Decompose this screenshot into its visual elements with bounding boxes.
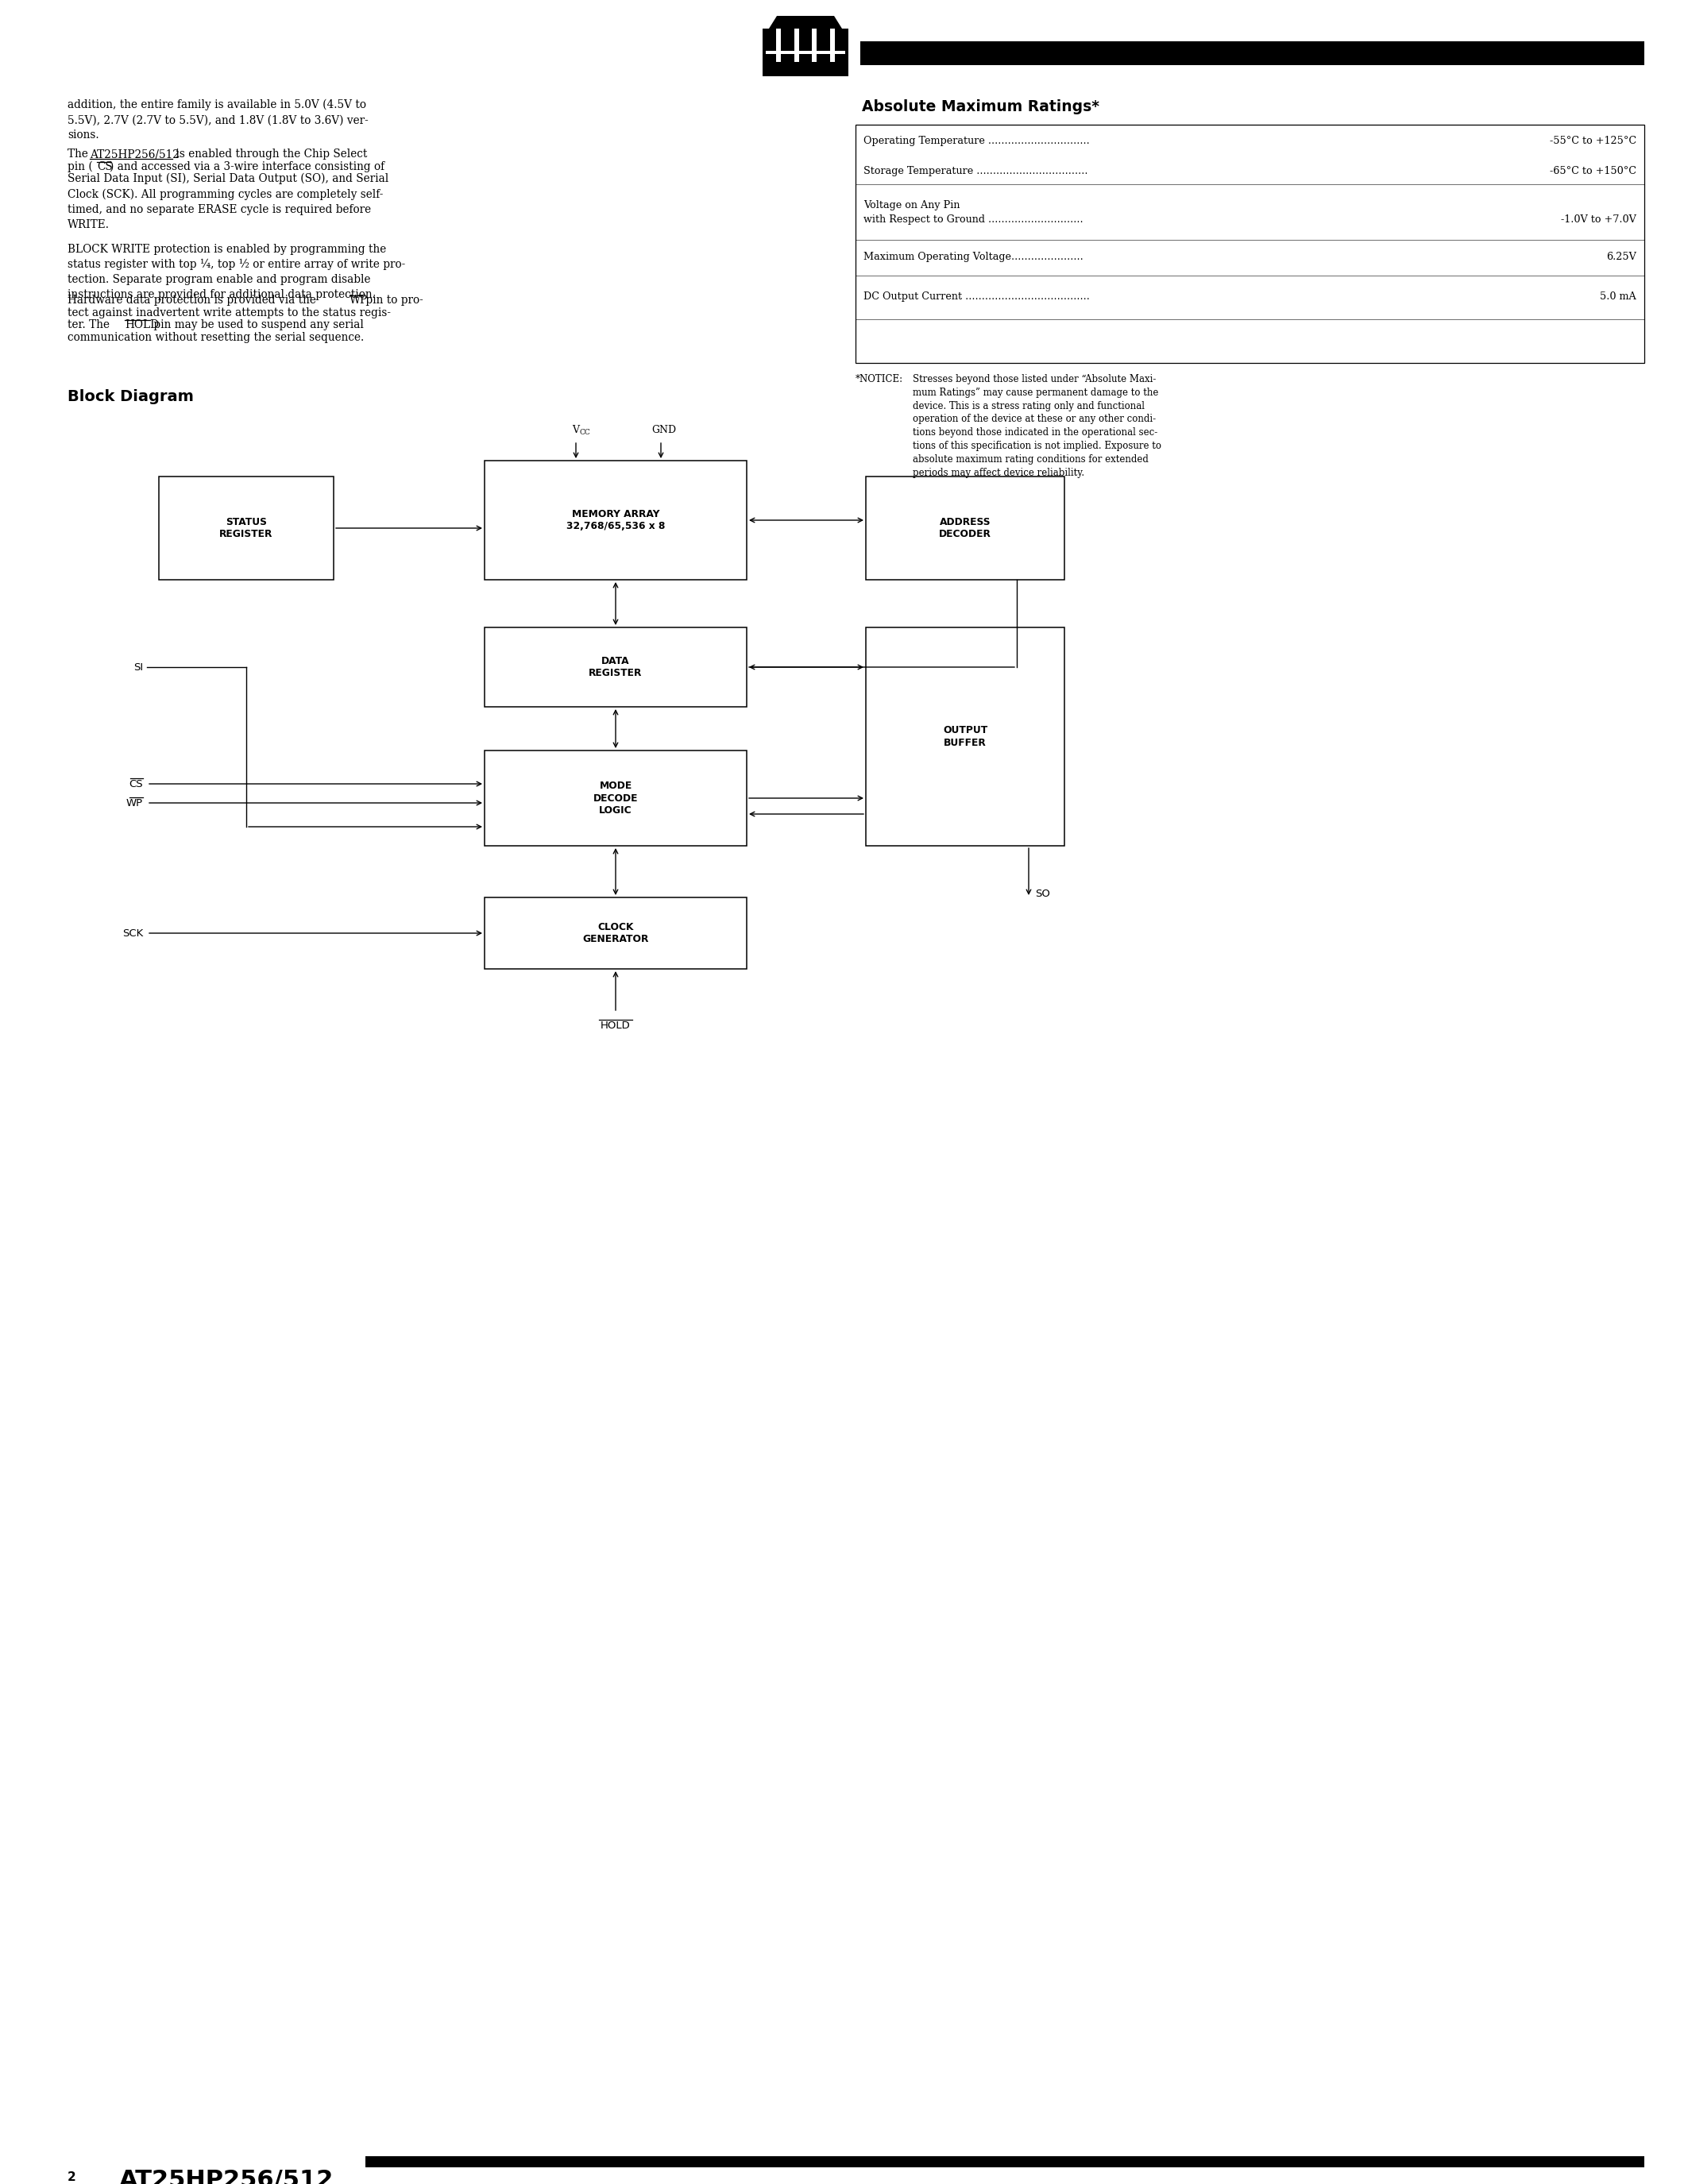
Bar — [763, 28, 849, 76]
Text: DC Output Current ......................................: DC Output Current ......................… — [864, 290, 1090, 301]
Bar — [812, 28, 817, 61]
Text: -55°C to +125°C: -55°C to +125°C — [1550, 135, 1636, 146]
Text: HOLD: HOLD — [125, 319, 159, 330]
Text: pin may be used to suspend any serial: pin may be used to suspend any serial — [150, 319, 363, 330]
Text: ter. The: ter. The — [68, 319, 113, 330]
Text: MODE
DECODE
LOGIC: MODE DECODE LOGIC — [592, 780, 638, 815]
Text: Serial Data Input (SI), Serial Data Output (SO), and Serial
Clock (SCK). All pro: Serial Data Input (SI), Serial Data Outp… — [68, 173, 388, 229]
Text: ADDRESS
DECODER: ADDRESS DECODER — [939, 518, 991, 539]
Text: GND: GND — [652, 426, 677, 435]
Text: SI: SI — [133, 662, 143, 673]
Bar — [484, 751, 746, 845]
Bar — [159, 476, 334, 579]
Text: CS: CS — [128, 780, 143, 788]
Bar — [484, 461, 746, 579]
Text: Storage Temperature ..................................: Storage Temperature ....................… — [864, 166, 1087, 177]
Text: addition, the entire family is available in 5.0V (4.5V to
5.5V), 2.7V (2.7V to 5: addition, the entire family is available… — [68, 98, 368, 140]
Text: 6.25V: 6.25V — [1607, 251, 1636, 262]
Text: WP: WP — [127, 797, 143, 808]
Text: HOLD: HOLD — [601, 1020, 631, 1031]
Bar — [766, 68, 846, 76]
Text: CLOCK
GENERATOR: CLOCK GENERATOR — [582, 922, 648, 943]
Polygon shape — [770, 15, 842, 28]
Text: CC: CC — [581, 428, 591, 437]
Bar — [793, 28, 798, 61]
Text: Block Diagram: Block Diagram — [68, 389, 194, 404]
Text: -65°C to +150°C: -65°C to +150°C — [1550, 166, 1636, 177]
Text: SCK: SCK — [122, 928, 143, 939]
Text: The: The — [68, 149, 91, 159]
Text: CS: CS — [96, 162, 113, 173]
Text: WP: WP — [349, 295, 368, 306]
Bar — [830, 28, 836, 61]
Bar — [866, 476, 1065, 579]
Text: 2: 2 — [68, 2171, 76, 2184]
Text: Voltage on Any Pin: Voltage on Any Pin — [864, 201, 960, 210]
Text: with Respect to Ground .............................: with Respect to Ground .................… — [864, 214, 1084, 225]
Text: AT25HP256/512: AT25HP256/512 — [89, 149, 179, 159]
Text: Operating Temperature ...............................: Operating Temperature ..................… — [864, 135, 1090, 146]
Bar — [484, 627, 746, 708]
Text: Hardware data protection is provided via the: Hardware data protection is provided via… — [68, 295, 319, 306]
Text: MEMORY ARRAY
32,768/65,536 x 8: MEMORY ARRAY 32,768/65,536 x 8 — [565, 509, 665, 531]
Text: Maximum Operating Voltage......................: Maximum Operating Voltage...............… — [864, 251, 1084, 262]
Text: STATUS
REGISTER: STATUS REGISTER — [219, 518, 273, 539]
Bar — [766, 50, 846, 55]
Text: OUTPUT
BUFFER: OUTPUT BUFFER — [944, 725, 987, 747]
Bar — [776, 28, 780, 61]
Text: -1.0V to +7.0V: -1.0V to +7.0V — [1561, 214, 1636, 225]
Bar — [484, 898, 746, 970]
Text: pin to pro-: pin to pro- — [363, 295, 424, 306]
Text: BLOCK WRITE protection is enabled by programming the
status register with top ¼,: BLOCK WRITE protection is enabled by pro… — [68, 245, 405, 301]
Bar — [365, 2156, 1644, 2167]
Text: Absolute Maximum Ratings*: Absolute Maximum Ratings* — [863, 98, 1099, 114]
Text: DATA
REGISTER: DATA REGISTER — [589, 655, 643, 679]
Text: ) and accessed via a 3-wire interface consisting of: ) and accessed via a 3-wire interface co… — [110, 162, 385, 173]
Bar — [866, 627, 1065, 845]
Text: Stresses beyond those listed under “Absolute Maxi-
mum Ratings” may cause perman: Stresses beyond those listed under “Abso… — [913, 373, 1161, 478]
Text: is enabled through the Chip Select: is enabled through the Chip Select — [172, 149, 368, 159]
Text: 5.0 mA: 5.0 mA — [1600, 290, 1636, 301]
Text: pin (: pin ( — [68, 162, 93, 173]
Bar — [856, 124, 1644, 363]
Text: *NOTICE:: *NOTICE: — [856, 373, 903, 384]
Text: AT25HP256/512: AT25HP256/512 — [120, 2169, 334, 2184]
Bar — [861, 41, 1644, 66]
Text: SO: SO — [1035, 889, 1050, 898]
Text: V: V — [572, 426, 579, 435]
Text: tect against inadvertent write attempts to the status regis-: tect against inadvertent write attempts … — [68, 308, 392, 319]
Text: communication without resetting the serial sequence.: communication without resetting the seri… — [68, 332, 365, 343]
